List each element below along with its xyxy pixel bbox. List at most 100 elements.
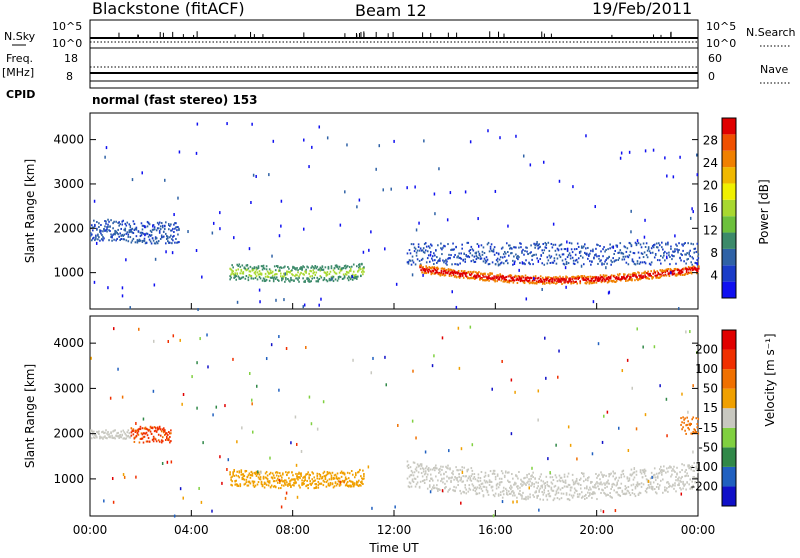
echo-cell xyxy=(489,273,491,276)
echo-cell xyxy=(534,275,537,278)
echo-cell xyxy=(543,263,546,266)
echo-cell xyxy=(331,483,334,486)
echo-cell xyxy=(515,275,518,278)
echo-cell xyxy=(513,255,515,258)
colorbar-tick-label: 100 xyxy=(695,362,718,376)
echo-cell xyxy=(491,261,494,264)
echo-cell xyxy=(308,278,310,281)
echo-cell xyxy=(426,487,429,490)
echo-cell xyxy=(173,234,175,237)
echo-cell xyxy=(589,252,591,255)
echo-cell xyxy=(153,228,156,231)
noise-cell xyxy=(141,239,144,243)
echo-cell xyxy=(549,278,551,281)
echo-cell xyxy=(642,483,645,486)
echo-cell xyxy=(524,263,526,266)
echo-cell xyxy=(273,476,276,479)
echo-cell xyxy=(455,477,457,480)
echo-cell xyxy=(487,475,490,478)
echo-cell xyxy=(261,268,264,271)
echo-cell xyxy=(140,437,143,440)
echo-cell xyxy=(430,488,433,491)
echo-cell xyxy=(308,280,310,283)
echo-cell xyxy=(148,233,151,236)
echo-cell xyxy=(627,275,629,278)
noise-cell xyxy=(368,248,370,252)
noise-cell xyxy=(352,358,354,362)
echo-cell xyxy=(554,484,557,487)
echo-cell xyxy=(318,482,321,485)
echo-cell xyxy=(277,270,280,273)
echo-cell xyxy=(359,263,361,266)
echo-cell xyxy=(423,251,426,254)
echo-cell xyxy=(295,268,297,271)
echo-cell xyxy=(556,488,559,491)
echo-cell xyxy=(688,251,690,254)
echo-cell xyxy=(484,279,486,282)
echo-cell xyxy=(499,481,502,484)
echo-cell xyxy=(439,274,442,277)
echo-cell xyxy=(640,485,643,488)
echo-cell xyxy=(456,469,458,472)
echo-cell xyxy=(553,257,556,260)
echo-cell xyxy=(307,484,309,487)
echo-cell xyxy=(244,267,247,270)
echo-cell xyxy=(148,223,151,226)
echo-cell xyxy=(487,493,490,496)
echo-cell xyxy=(121,223,124,226)
echo-cell xyxy=(508,480,510,483)
echo-cell xyxy=(119,223,121,226)
echo-cell xyxy=(457,255,459,258)
echo-cell xyxy=(247,276,250,279)
echo-cell xyxy=(445,271,448,274)
echo-cell xyxy=(413,246,416,249)
echo-cell xyxy=(240,277,243,280)
echo-cell xyxy=(356,483,358,486)
echo-cell xyxy=(126,435,129,438)
echo-cell xyxy=(498,477,501,480)
echo-cell xyxy=(328,478,331,481)
echo-cell xyxy=(123,228,126,231)
echo-cell xyxy=(469,477,472,480)
echo-cell xyxy=(523,477,525,480)
echo-cell xyxy=(564,279,566,282)
noise-cell xyxy=(93,199,96,203)
echo-cell xyxy=(651,276,653,279)
echo-cell xyxy=(646,277,648,280)
echo-cell xyxy=(297,476,299,479)
echo-cell xyxy=(463,270,466,273)
echo-cell xyxy=(547,489,550,492)
power-colorbar-label: Power [dB] xyxy=(757,179,771,244)
echo-cell xyxy=(159,225,162,228)
echo-cell xyxy=(613,280,616,283)
echo-cell xyxy=(689,255,691,258)
echo-cell xyxy=(343,472,346,475)
echo-cell xyxy=(618,273,621,276)
echo-cell xyxy=(358,269,360,272)
echo-cell xyxy=(342,471,345,474)
echo-cell xyxy=(291,279,293,282)
echo-cell xyxy=(452,489,454,492)
echo-cell xyxy=(540,479,543,482)
echo-cell xyxy=(629,275,631,278)
echo-cell xyxy=(576,282,578,285)
echo-cell xyxy=(231,475,233,478)
echo-cell xyxy=(125,239,128,242)
echo-cell xyxy=(264,476,267,479)
echo-cell xyxy=(637,483,640,486)
echo-cell xyxy=(651,245,654,248)
echo-cell xyxy=(166,432,168,435)
echo-cell xyxy=(92,237,94,240)
noise-cell xyxy=(165,250,167,254)
echo-cell xyxy=(247,474,250,477)
echo-cell xyxy=(510,484,512,487)
echo-cell xyxy=(311,478,314,481)
echo-cell xyxy=(326,471,329,474)
echo-cell xyxy=(414,247,417,250)
echo-cell xyxy=(115,434,117,437)
noise-cell xyxy=(545,243,547,247)
echo-cell xyxy=(117,228,119,231)
echo-cell xyxy=(567,483,570,486)
echo-cell xyxy=(533,495,535,498)
echo-cell xyxy=(126,431,129,434)
